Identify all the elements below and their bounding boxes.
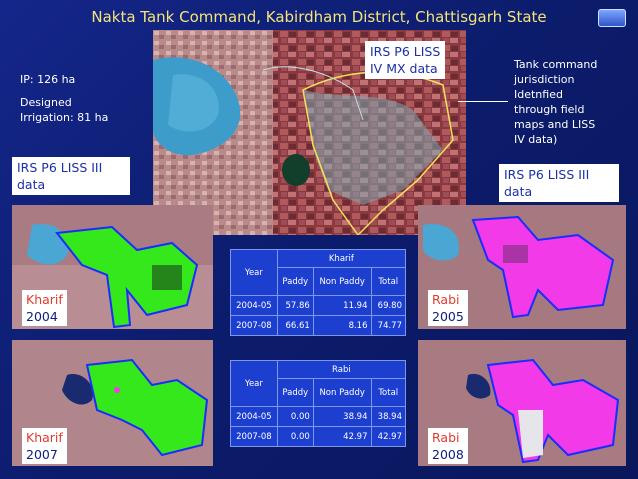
table-row: 2004-05 57.86 11.94 69.80 [230,295,406,316]
logo-icon [598,9,626,27]
table-cell: 2007-08 [230,315,278,336]
table-cell: 42.97 [312,426,372,447]
top-image-label-line1: IRS P6 LISS [370,44,441,59]
season-name: Rabi [432,292,460,307]
table-cell: 2004-05 [230,406,278,427]
table-cell: 69.80 [370,295,406,316]
rabi-table-season-header: Rabi [276,360,407,379]
note-line: Idetnfied [514,88,563,101]
season-name: Kharif [26,292,63,307]
season-year: 2005 [432,309,464,324]
table-cell: 38.94 [370,406,406,427]
kharif-table-year-header: Year [230,249,278,296]
table-cell: 2007-08 [230,426,278,447]
note-line: IV data) [514,133,558,146]
season-year: 2008 [432,447,464,462]
kharif-table: Year Kharif Paddy Non Paddy Total 2004-0… [230,249,407,336]
note-line: Tank command [514,58,598,71]
table-cell: 8.16 [312,315,372,336]
right-label: IRS P6 LISS III data [499,164,619,202]
table-cell: 2004-05 [230,295,278,316]
kharif-table-season-header: Kharif [276,249,407,268]
table-cell: 0.00 [276,406,314,427]
season-name: Kharif [26,430,63,445]
kharif-col-total: Total [370,267,406,296]
leader-line [458,101,508,102]
rabi-2005-label: Rabi 2005 [428,290,468,326]
note-line: jurisdiction [514,73,575,86]
season-year: 2004 [26,309,58,324]
note-line: maps and LISS [514,118,596,131]
season-year: 2007 [26,447,58,462]
table-cell: 66.61 [276,315,314,336]
note-line: through field [514,103,585,116]
table-cell: 57.86 [276,295,314,316]
rabi-2008-label: Rabi 2008 [428,428,468,464]
left-label: IRS P6 LISS III data [12,157,130,195]
right-label-line1: IRS P6 LISS III [504,167,590,182]
note-text: Tank command jurisdiction Idetnfied thro… [514,57,614,147]
designed-line1: Designed [20,96,72,109]
table-row: 2004-05 0.00 38.94 38.94 [230,406,406,427]
kharif-2007-label: Kharif 2007 [22,428,67,464]
table-cell: 42.97 [370,426,406,447]
table-cell: 38.94 [312,406,372,427]
top-image-label: IRS P6 LISS IV MX data [365,41,446,79]
rabi-table: Year Rabi Paddy Non Paddy Total 2004-05 … [230,360,407,447]
season-name: Rabi [432,430,460,445]
kharif-col-paddy: Paddy [276,267,314,296]
right-label-line2: data [504,184,533,199]
slide-title: Nakta Tank Command, Kabirdham District, … [91,8,547,26]
table-row: 2007-08 0.00 42.97 42.97 [230,426,406,447]
table-cell: 0.00 [276,426,314,447]
left-label-line2: data [17,177,46,192]
rabi-col-total: Total [370,378,406,407]
designed-line2: Irrigation: 81 ha [20,111,109,124]
left-label-line1: IRS P6 LISS III [17,160,103,175]
rabi-col-paddy: Paddy [276,378,314,407]
kharif-col-non-paddy: Non Paddy [312,267,372,296]
kharif-2004-label: Kharif 2004 [22,290,67,326]
top-image-label-line2: IV MX data [370,61,438,76]
rabi-col-non-paddy: Non Paddy [312,378,372,407]
table-row: 2007-08 66.61 8.16 74.77 [230,315,406,336]
table-cell: 11.94 [312,295,372,316]
table-cell: 74.77 [370,315,406,336]
rabi-table-year-header: Year [230,360,278,407]
ip-text: IP: 126 ha [20,73,76,86]
